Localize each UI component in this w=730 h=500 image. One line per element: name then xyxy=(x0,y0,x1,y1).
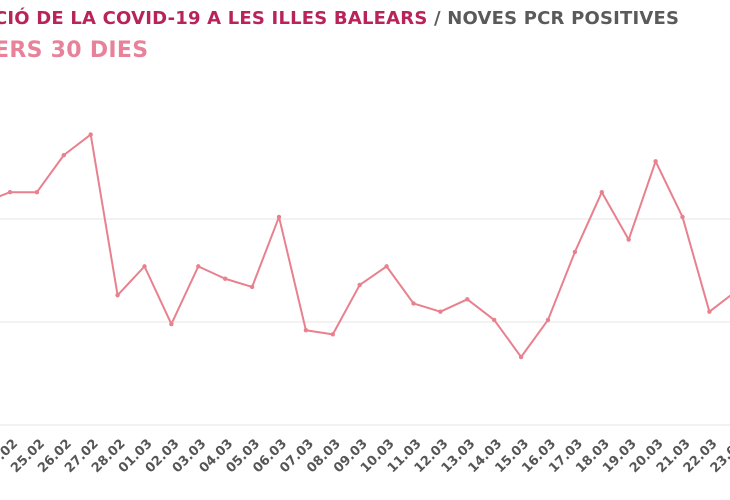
data-point-02.03 xyxy=(169,321,174,327)
data-point-28.02 xyxy=(115,293,120,298)
chart-title-separator: / xyxy=(433,8,441,29)
chart-title-sub: NOVES PCR POSITIVES xyxy=(447,8,680,29)
data-point-18.03 xyxy=(599,190,604,195)
series-line xyxy=(0,133,730,359)
data-point-04.03 xyxy=(223,276,228,281)
grid-layer xyxy=(0,218,730,426)
chart-title: CIÓ DE LA COVID-19 A LES ILLES BALEARS /… xyxy=(0,8,679,29)
data-point-12.03 xyxy=(438,309,443,314)
data-point-10.03 xyxy=(384,264,389,269)
x-axis-ticks: .0225.0226.0227.0228.0201.0302.0303.0304… xyxy=(0,436,730,476)
series-layer xyxy=(0,133,730,359)
data-point-16.03 xyxy=(545,317,551,323)
data-point-19.03 xyxy=(626,237,631,242)
data-point-24.02 xyxy=(7,190,13,195)
data-point-07.03 xyxy=(303,328,309,333)
data-point-27.02 xyxy=(88,132,93,137)
chart-title-main: CIÓ DE LA COVID-19 A LES ILLES BALEARS xyxy=(0,8,428,29)
points-layer xyxy=(7,132,712,360)
data-point-08.03 xyxy=(330,332,335,337)
data-point-05.03 xyxy=(249,284,255,290)
data-point-21.03 xyxy=(680,214,685,220)
data-point-13.03 xyxy=(465,297,470,302)
data-point-03.03 xyxy=(196,264,201,269)
data-point-25.02 xyxy=(34,190,40,195)
data-point-20.03 xyxy=(653,159,658,164)
data-point-22.03 xyxy=(707,309,712,314)
data-point-15.03 xyxy=(518,354,524,360)
data-point-17.03 xyxy=(572,249,578,255)
data-point-01.03 xyxy=(142,264,147,269)
data-point-26.02 xyxy=(61,152,66,158)
data-point-06.03 xyxy=(276,214,282,220)
data-point-09.03 xyxy=(357,282,362,288)
data-point-11.03 xyxy=(411,301,416,306)
chart-subtitle: ERS 30 DIES xyxy=(0,38,149,63)
data-point-14.03 xyxy=(492,317,497,323)
